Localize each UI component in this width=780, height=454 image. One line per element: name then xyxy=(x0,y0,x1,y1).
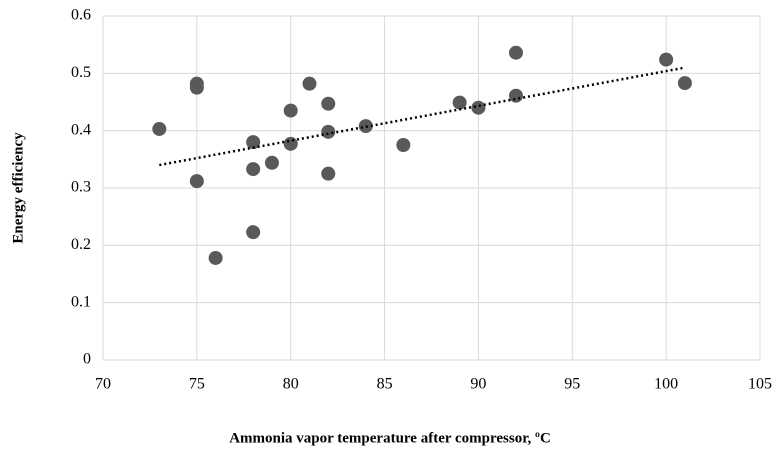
y-tick-label: 0.4 xyxy=(71,121,91,138)
point xyxy=(189,80,204,95)
point xyxy=(508,88,523,103)
x-axis-label: Ammonia vapor temperature after compress… xyxy=(229,430,551,446)
y-tick-label: 0.6 xyxy=(71,7,91,24)
point xyxy=(246,225,261,240)
x-tick-label: 90 xyxy=(470,376,486,393)
x-tick-label: 105 xyxy=(748,376,772,393)
y-tick-label: 0.5 xyxy=(71,64,91,81)
point xyxy=(208,250,223,265)
y-tick-label: 0.3 xyxy=(71,179,91,196)
y-axis-label: Energy efficiency xyxy=(10,132,26,244)
point xyxy=(659,52,674,67)
point xyxy=(321,96,336,111)
point xyxy=(321,124,336,139)
x-tick-label: 85 xyxy=(377,376,393,393)
x-tick-label: 70 xyxy=(95,376,111,393)
point xyxy=(302,76,317,91)
y-tick-label: 0.2 xyxy=(71,236,91,253)
point xyxy=(283,103,298,118)
x-tick-label: 95 xyxy=(564,376,580,393)
point xyxy=(246,135,261,150)
x-tick-label: 100 xyxy=(654,376,678,393)
point xyxy=(264,155,279,170)
point xyxy=(677,76,692,91)
point xyxy=(508,45,523,60)
point xyxy=(283,136,298,151)
y-tick-label: 0.1 xyxy=(71,293,91,310)
point xyxy=(452,95,467,110)
x-tick-label: 80 xyxy=(283,376,299,393)
point xyxy=(246,162,261,177)
point xyxy=(471,100,486,115)
point xyxy=(321,166,336,181)
point xyxy=(396,138,411,152)
trendline xyxy=(159,66,686,167)
point xyxy=(152,121,167,136)
x-tick-label: 75 xyxy=(189,376,205,393)
y-tick-label: 0 xyxy=(83,351,91,368)
point xyxy=(189,174,204,189)
